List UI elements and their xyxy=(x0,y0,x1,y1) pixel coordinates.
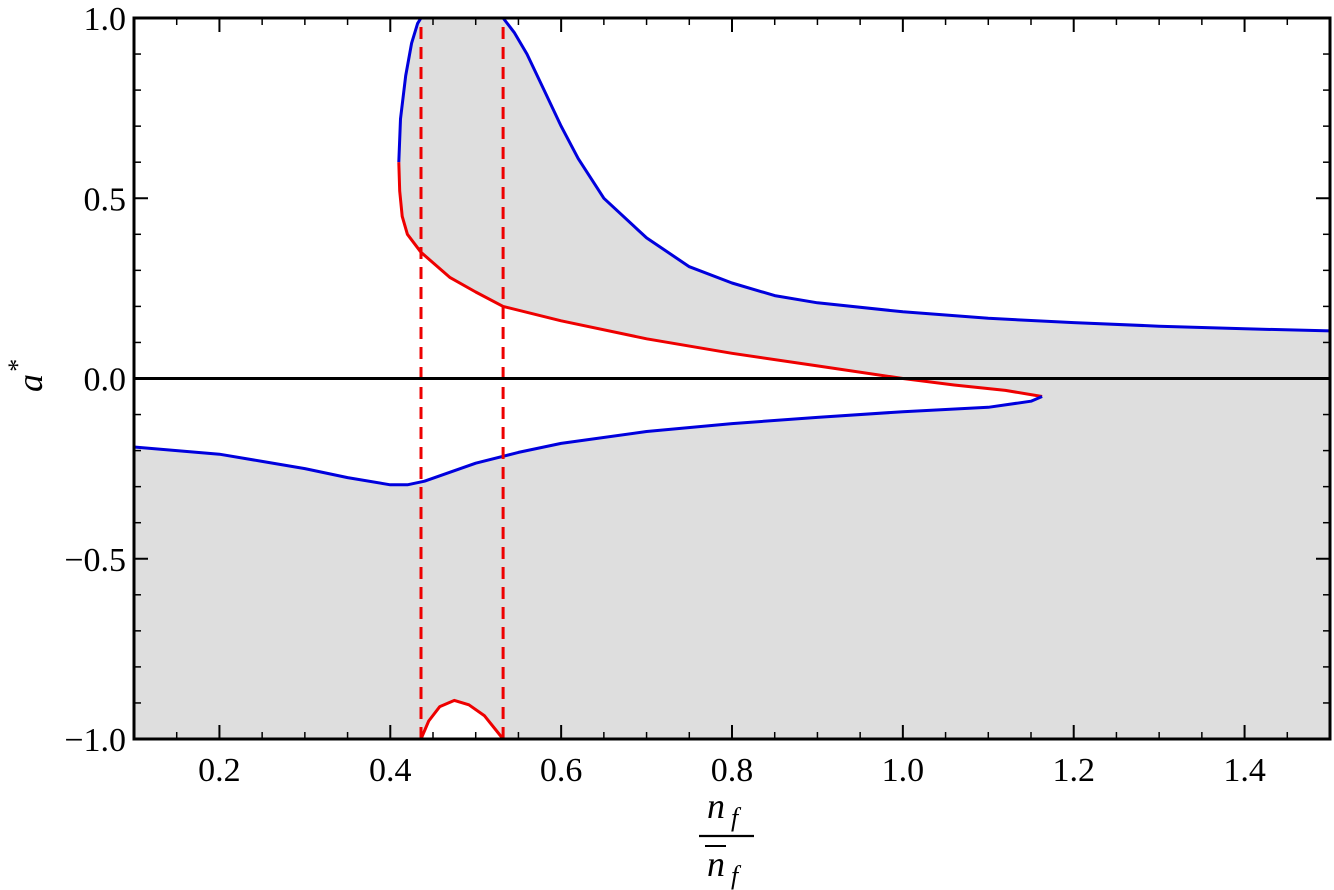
x-tick-label: 0.6 xyxy=(540,752,583,789)
y-axis-label-sup: * xyxy=(3,360,32,373)
x-tick-label: 0.8 xyxy=(711,752,754,789)
x-tick-label: 0.4 xyxy=(369,752,412,789)
x-axis-label: n f n f xyxy=(699,786,754,890)
series-line-3 xyxy=(501,17,1331,333)
series-line-1 xyxy=(397,17,423,163)
x-axis-label-denominator-sub: f xyxy=(731,861,742,890)
series-line-2 xyxy=(397,162,1043,398)
tick-labels: 0.2 0.4 0.6 0.8 1.0 1.2 1.4 −1.0 −0.5 0.0 0.5 1.0 xyxy=(64,1,1266,789)
x-tick-label: 1.2 xyxy=(1052,752,1095,789)
y-tick-label: −0.5 xyxy=(64,542,126,579)
shaded-regions xyxy=(134,18,1330,739)
x-tick-label: 0.2 xyxy=(198,752,241,789)
series-lines xyxy=(133,17,1331,740)
x-axis-label-numerator-sub: f xyxy=(731,803,742,832)
y-tick-label: 1.0 xyxy=(84,1,127,38)
x-axis-label-numerator: n xyxy=(707,786,725,826)
x-axis-label-denominator: n xyxy=(707,844,725,884)
x-tick-label: 1.0 xyxy=(882,752,925,789)
y-axis-label-base: a xyxy=(10,374,50,392)
series-line-4 xyxy=(133,395,1043,487)
plot-frame xyxy=(132,16,1332,741)
y-tick-label: −1.0 xyxy=(64,722,126,759)
x-tick-label: 1.4 xyxy=(1223,752,1266,789)
y-tick-label: 0.0 xyxy=(84,362,127,399)
shaded-region-1 xyxy=(134,18,1330,739)
y-axis-label: a * xyxy=(3,360,50,392)
series-line-5 xyxy=(419,698,505,740)
y-tick-label: 0.5 xyxy=(84,181,127,218)
